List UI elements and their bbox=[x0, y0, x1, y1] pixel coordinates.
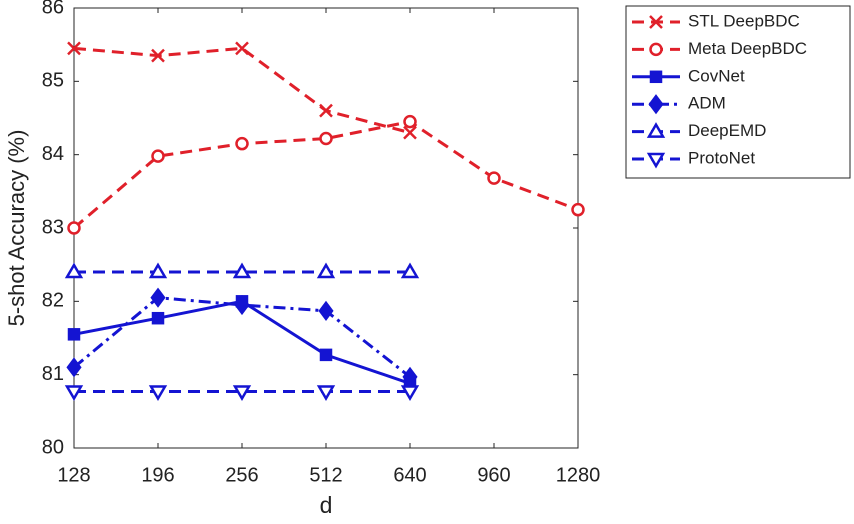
marker bbox=[648, 94, 664, 115]
y-tick-label: 82 bbox=[42, 290, 64, 312]
marker-stroke bbox=[319, 103, 333, 118]
x-tick-label: 196 bbox=[141, 464, 174, 486]
marker bbox=[232, 385, 252, 402]
marker bbox=[649, 42, 663, 57]
marker bbox=[319, 348, 333, 362]
y-tick-label: 85 bbox=[42, 70, 64, 92]
legend-label: STL DeepBDC bbox=[688, 11, 800, 30]
plot-frame bbox=[73, 7, 579, 449]
marker bbox=[64, 262, 84, 279]
marker bbox=[316, 262, 336, 279]
marker bbox=[67, 41, 81, 56]
marker bbox=[487, 171, 501, 185]
marker-stroke bbox=[235, 41, 249, 56]
marker bbox=[646, 122, 666, 138]
legend-label: ProtoNet bbox=[688, 148, 755, 167]
marker bbox=[67, 221, 81, 235]
legend-label: ADM bbox=[688, 94, 726, 113]
marker bbox=[235, 136, 249, 151]
marker-stroke bbox=[403, 125, 417, 140]
legend-label: DeepEMD bbox=[688, 121, 766, 140]
marker bbox=[646, 152, 666, 169]
y-tick-label: 84 bbox=[42, 143, 64, 165]
x-tick-label: 960 bbox=[477, 464, 510, 486]
marker bbox=[66, 357, 82, 378]
marker bbox=[67, 328, 81, 341]
x-tick-label: 256 bbox=[225, 464, 258, 486]
x-tick-label: 640 bbox=[393, 464, 426, 486]
marker bbox=[232, 262, 252, 279]
marker bbox=[148, 262, 168, 279]
marker bbox=[316, 385, 336, 402]
marker bbox=[402, 366, 418, 387]
marker-stroke bbox=[67, 41, 81, 56]
marker bbox=[403, 114, 417, 129]
marker bbox=[318, 300, 334, 321]
marker bbox=[319, 103, 333, 118]
marker-stroke bbox=[151, 48, 165, 63]
y-tick-label: 80 bbox=[42, 436, 64, 458]
marker bbox=[235, 41, 249, 56]
x-axis-label: d bbox=[320, 492, 333, 518]
marker bbox=[151, 311, 165, 325]
marker bbox=[649, 15, 663, 29]
x-tick-label: 128 bbox=[57, 464, 90, 486]
marker bbox=[400, 385, 420, 402]
legend-label: CovNet bbox=[688, 66, 745, 85]
x-tick-label: 1280 bbox=[556, 464, 601, 486]
marker bbox=[148, 385, 168, 402]
marker bbox=[151, 48, 165, 63]
y-tick-label: 81 bbox=[42, 363, 64, 385]
marker bbox=[151, 149, 165, 163]
marker bbox=[150, 287, 166, 308]
y-tick-label: 83 bbox=[42, 216, 64, 238]
marker-stroke bbox=[649, 15, 663, 29]
x-tick-label: 512 bbox=[309, 464, 342, 486]
marker bbox=[403, 125, 417, 140]
legend-frame bbox=[625, 5, 851, 179]
marker bbox=[234, 294, 250, 316]
marker bbox=[649, 70, 663, 84]
marker bbox=[64, 385, 84, 402]
y-axis-label: 5-shot Accuracy (%) bbox=[4, 130, 29, 327]
marker bbox=[571, 202, 585, 217]
legend-label: Meta DeepBDC bbox=[688, 39, 807, 58]
y-tick-label: 86 bbox=[42, 0, 64, 18]
marker bbox=[319, 131, 333, 146]
marker bbox=[400, 262, 420, 279]
